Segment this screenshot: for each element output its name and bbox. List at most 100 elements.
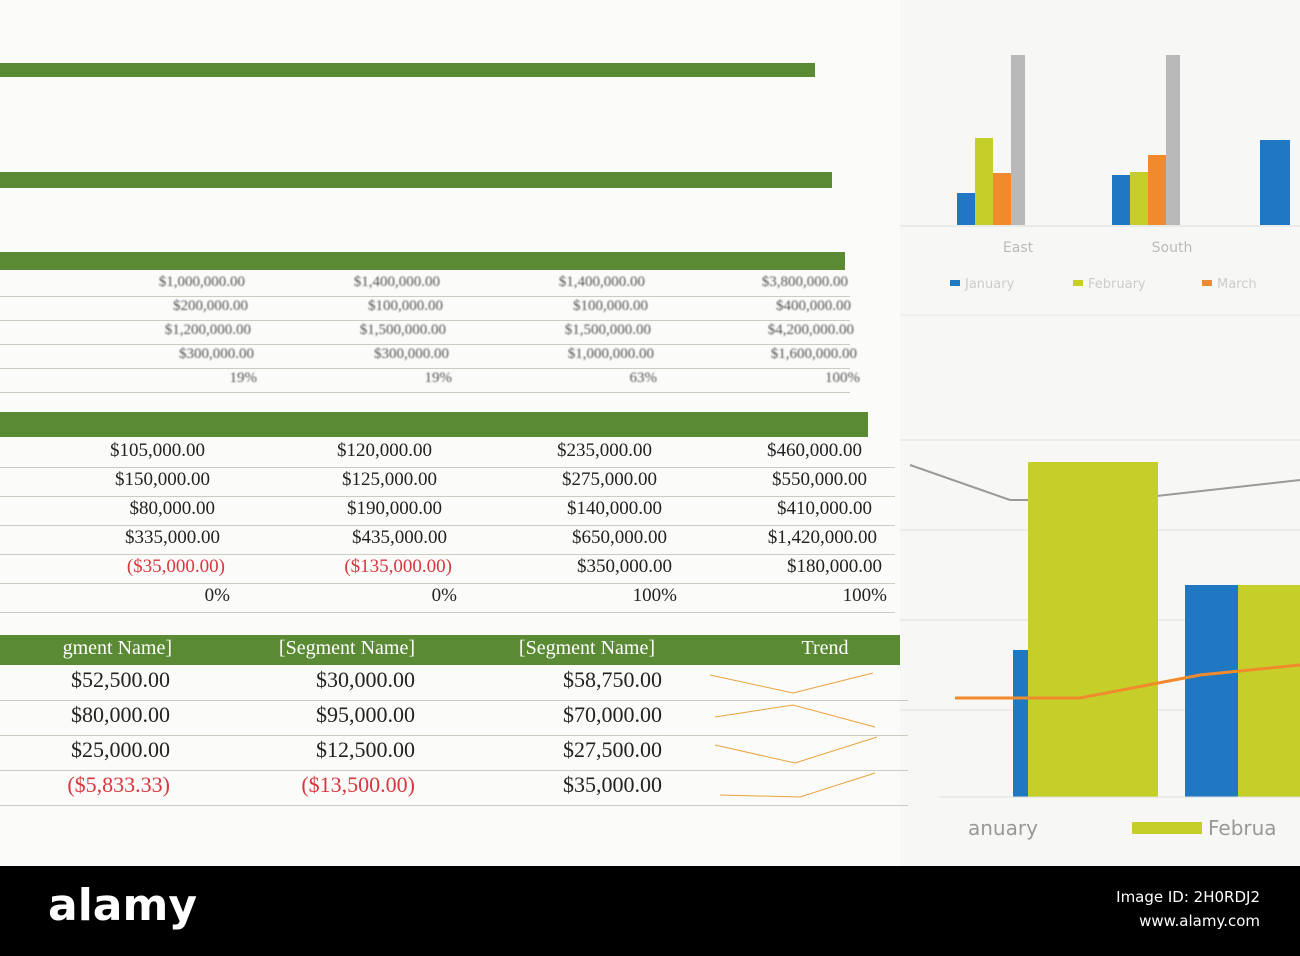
bar	[1028, 462, 1080, 797]
footer: alamy Image ID: 2H0RDJ2 www.alamy.com	[0, 866, 1300, 956]
cell: $200,000.00	[173, 298, 248, 314]
cell: $300,000.00	[374, 346, 449, 362]
header-bar	[0, 63, 815, 77]
row-line	[0, 700, 908, 701]
cell: $70,000.00	[563, 702, 662, 727]
cell: $95,000.00	[316, 702, 415, 727]
cell: $410,000.00	[777, 498, 872, 519]
cell: $58,750.00	[563, 667, 662, 692]
sparkline	[719, 772, 876, 798]
header-bar	[0, 635, 908, 665]
header-bar	[0, 412, 868, 437]
cell: 100%	[632, 585, 677, 606]
cell: $1,500,000.00	[359, 322, 446, 338]
cell: $140,000.00	[567, 498, 662, 519]
cell: $1,400,000.00	[558, 274, 645, 290]
legend-label: January	[964, 277, 1015, 292]
url: www.alamy.com	[1139, 912, 1260, 930]
cell: $400,000.00	[776, 298, 851, 314]
bar	[1166, 55, 1180, 225]
header-bar	[0, 252, 845, 270]
row-line	[0, 467, 895, 468]
cell: $1,500,000.00	[564, 322, 651, 338]
cell: $1,200,000.00	[164, 322, 251, 338]
x-label: South	[1152, 240, 1193, 256]
bar	[1130, 172, 1148, 225]
cell: 0%	[431, 585, 457, 606]
cell: 19%	[229, 370, 258, 386]
cell: $4,200,000.00	[767, 322, 854, 338]
row-line	[0, 344, 850, 345]
cell: $190,000.00	[347, 498, 442, 519]
legend-label: February	[1088, 277, 1146, 292]
bar	[1260, 140, 1290, 225]
cell: $25,000.00	[71, 737, 170, 762]
cell: 63%	[629, 370, 658, 386]
legend-label: anuary	[968, 816, 1038, 840]
bar	[1185, 585, 1245, 797]
line	[955, 663, 1300, 700]
cell: $80,000.00	[129, 498, 216, 519]
cell: 100%	[825, 370, 860, 386]
cell: $1,000,000.00	[567, 346, 654, 362]
cell: $1,000,000.00	[158, 274, 245, 290]
bar	[1148, 155, 1166, 225]
cell: 19%	[424, 370, 453, 386]
row-line	[0, 735, 908, 736]
bar	[975, 138, 993, 225]
cell: $125,000.00	[342, 469, 437, 490]
cell: $1,600,000.00	[770, 346, 857, 362]
cell: $235,000.00	[557, 440, 652, 461]
row-line	[0, 525, 895, 526]
legend-label: Februa	[1208, 816, 1277, 840]
cell: $460,000.00	[767, 440, 862, 461]
charts: East South January February March anuary…	[900, 0, 1300, 866]
cell: ($13,500.00)	[301, 772, 415, 797]
row-line	[0, 583, 895, 584]
image-id: Image ID: 2H0RDJ2	[1116, 888, 1260, 906]
legend-swatch	[1132, 822, 1202, 834]
row-line	[0, 320, 850, 321]
sparkline	[714, 704, 876, 728]
cell: $335,000.00	[125, 527, 220, 548]
cell: gment Name]	[62, 637, 172, 659]
legend-swatch	[1073, 280, 1083, 286]
cell: $180,000.00	[787, 556, 882, 577]
cell: [Segment Name]	[518, 637, 655, 659]
bar	[957, 193, 975, 225]
legend-label: March	[1217, 277, 1257, 292]
row-line	[0, 296, 850, 297]
cell: $1,400,000.00	[353, 274, 440, 290]
cell: 100%	[842, 585, 887, 606]
cell: $105,000.00	[110, 440, 205, 461]
cell: $275,000.00	[562, 469, 657, 490]
x-label: East	[1003, 240, 1034, 256]
cell: ($135,000.00)	[344, 556, 452, 577]
cell: $80,000.00	[71, 702, 170, 727]
brand: alamy	[48, 880, 197, 931]
header-bar	[0, 172, 832, 188]
cell: $3,800,000.00	[761, 274, 848, 290]
cell: $100,000.00	[573, 298, 648, 314]
row-line	[0, 770, 908, 771]
cell: $150,000.00	[115, 469, 210, 490]
bar	[1080, 462, 1158, 797]
legend-swatch	[950, 280, 960, 286]
legend-swatch	[1202, 280, 1212, 286]
row-line	[0, 368, 850, 369]
cell: [Segment Name]	[278, 637, 415, 659]
cell: $35,000.00	[563, 772, 662, 797]
bar	[1112, 175, 1130, 225]
cell: ($5,833.33)	[67, 772, 170, 797]
bar	[1238, 585, 1300, 797]
cell: $435,000.00	[352, 527, 447, 548]
row-line	[0, 554, 895, 555]
cell: $52,500.00	[71, 667, 170, 692]
sparkline	[709, 672, 874, 694]
sparkline	[714, 736, 878, 764]
cell: 0%	[204, 585, 230, 606]
row-line	[0, 496, 895, 497]
cell: $30,000.00	[316, 667, 415, 692]
row-line	[0, 612, 895, 613]
